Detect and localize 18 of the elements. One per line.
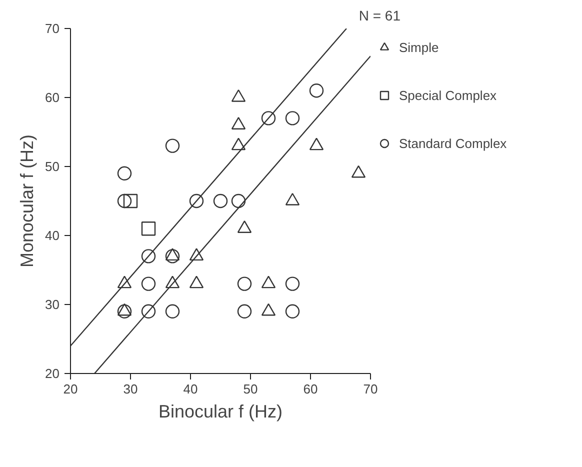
y-tick-label: 70 bbox=[45, 21, 60, 36]
y-tick-label: 20 bbox=[45, 366, 60, 381]
y-tick-label: 50 bbox=[45, 159, 60, 174]
legend-label: Simple bbox=[399, 38, 440, 57]
y-axis-title: Monocular f (Hz) bbox=[17, 134, 38, 268]
y-tick-label: 40 bbox=[45, 228, 60, 243]
x-tick-label: 50 bbox=[243, 382, 258, 396]
x-tick-label: 70 bbox=[363, 382, 378, 396]
x-axis-title: Binocular f (Hz) bbox=[158, 402, 283, 422]
x-tick-label: 30 bbox=[123, 382, 138, 396]
legend-label: Special Complex bbox=[399, 86, 497, 105]
x-tick-label: 40 bbox=[183, 382, 198, 396]
x-tick-label: 60 bbox=[303, 382, 318, 396]
x-tick-label: 20 bbox=[63, 382, 78, 396]
y-tick-label: 60 bbox=[45, 90, 60, 105]
legend-label: Standard Complex bbox=[399, 134, 507, 153]
y-tick-label: 30 bbox=[45, 297, 60, 312]
text: N = 61 bbox=[358, 8, 401, 24]
